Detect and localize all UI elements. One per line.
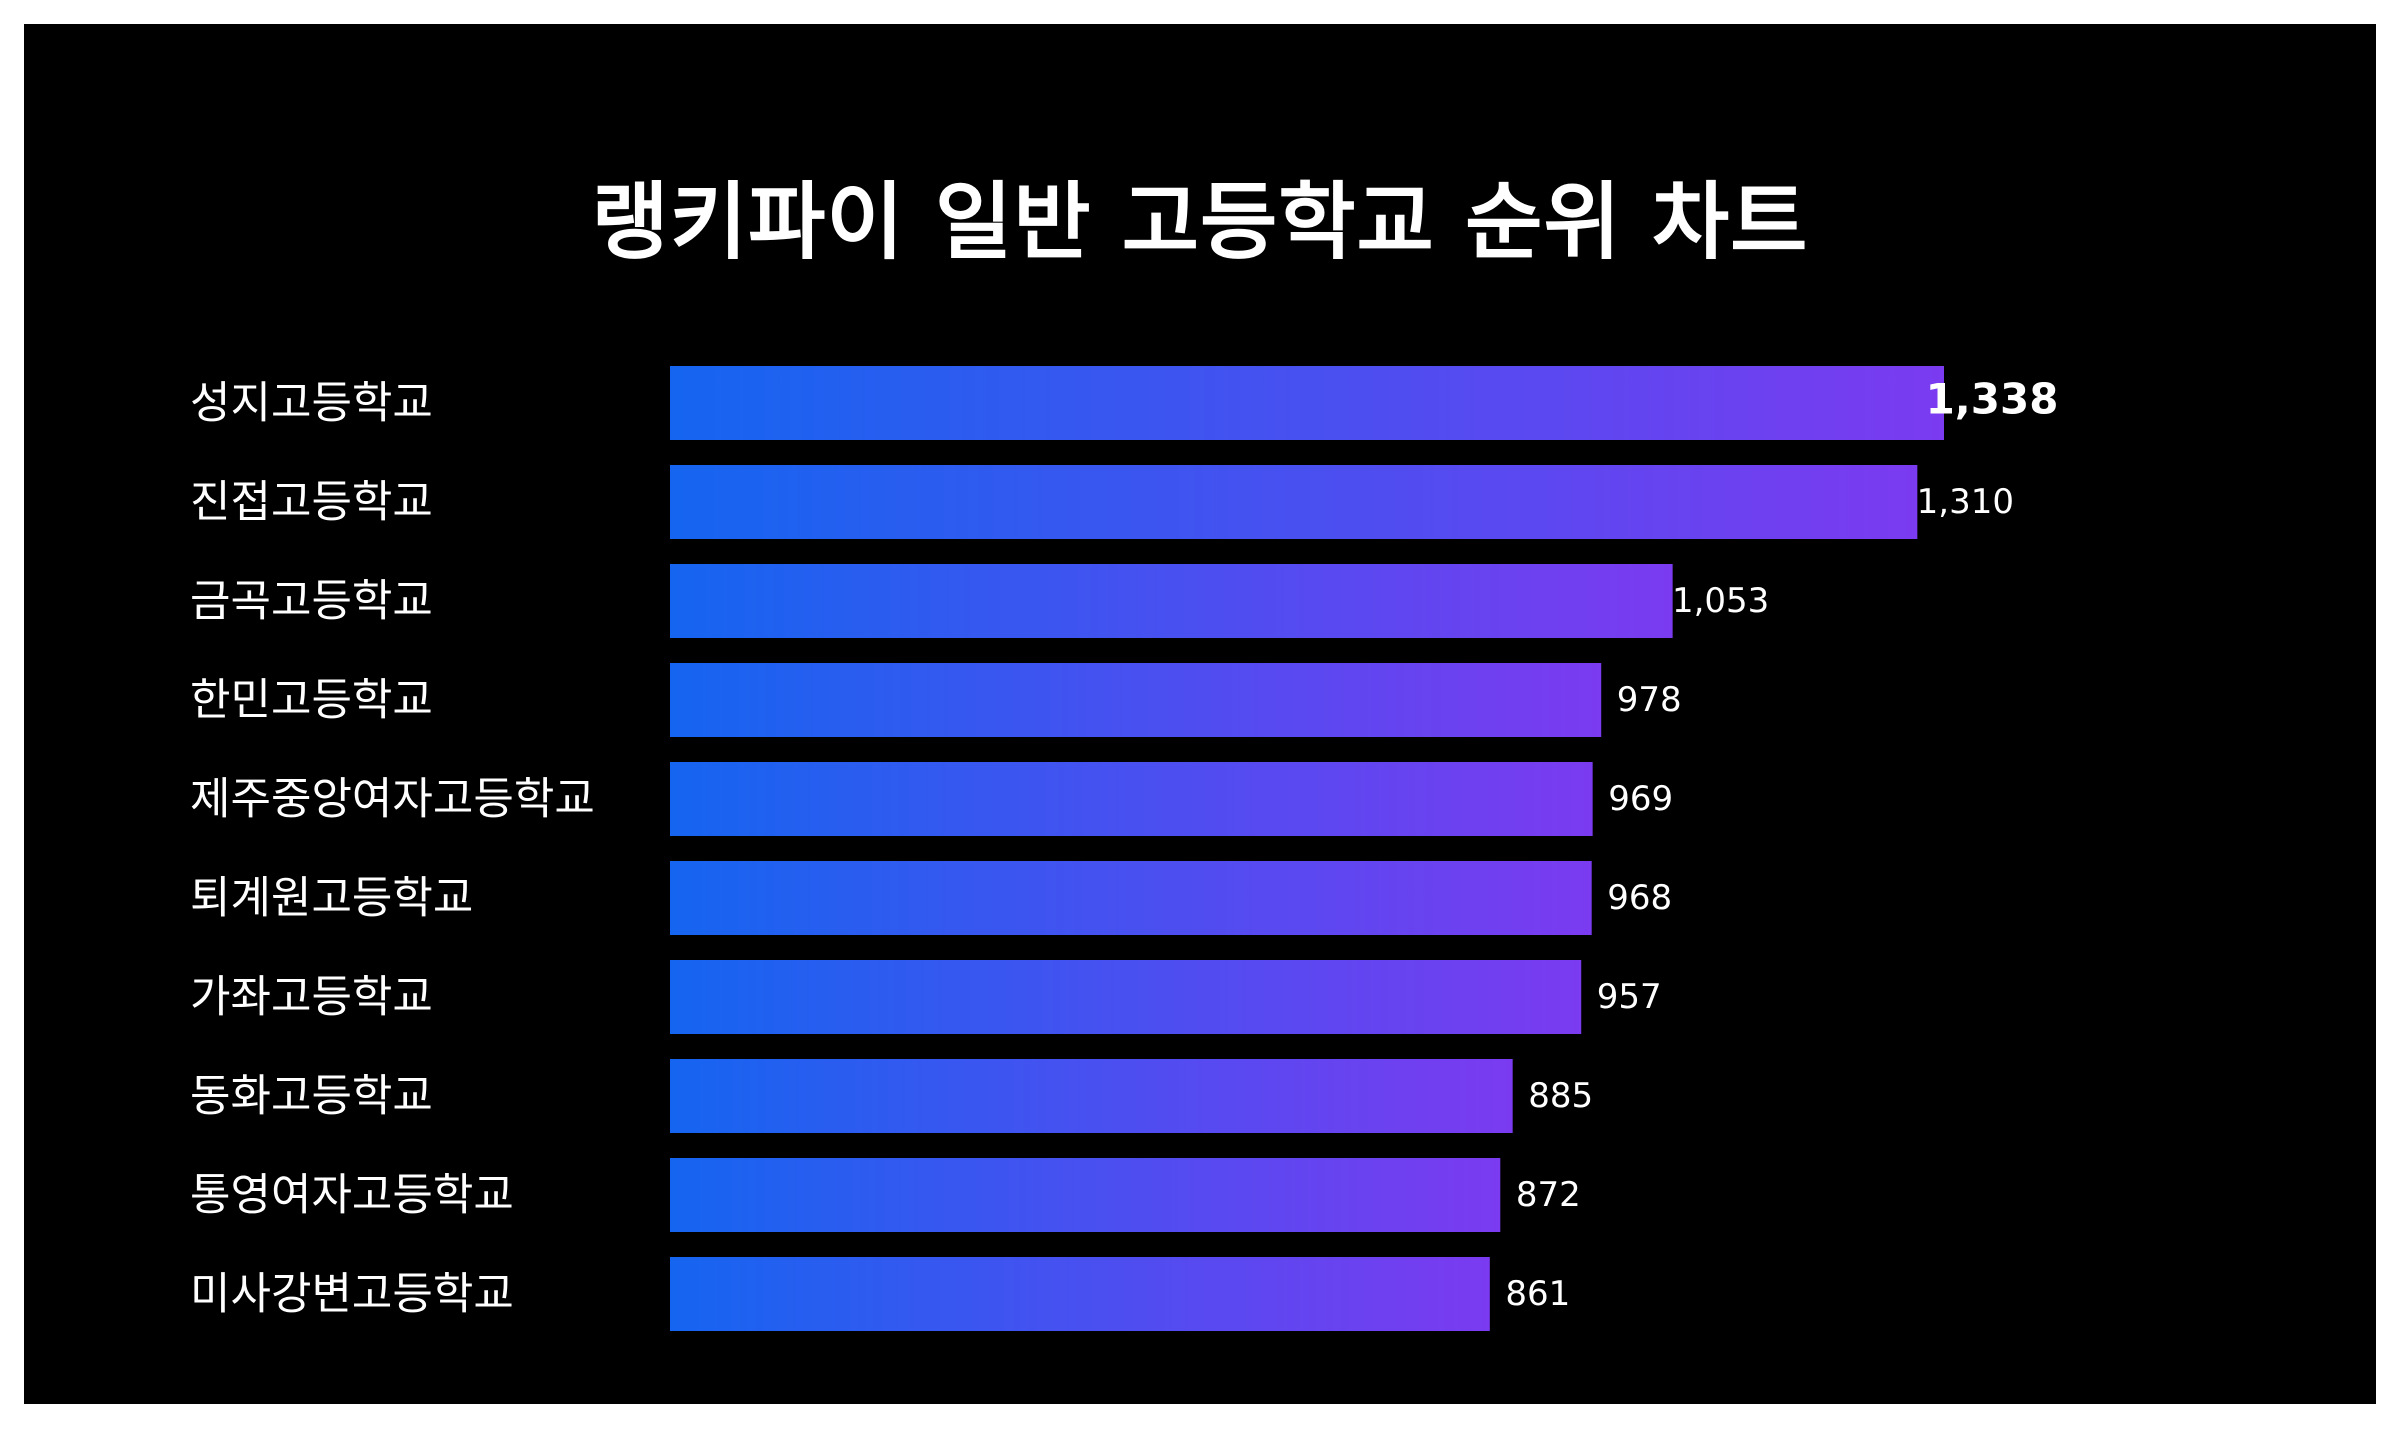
bar [670,762,1593,836]
bars-layer [670,366,1944,1331]
category-labels: 성지고등학교진접고등학교금곡고등학교한민고등학교제주중앙여자고등학교퇴계원고등학… [190,378,595,1320]
category-label: 한민고등학교 [190,675,433,726]
category-label: 퇴계원고등학교 [190,873,473,924]
bar [670,1158,1501,1232]
category-label: 가좌고등학교 [190,972,433,1023]
value-label: 978 [1617,680,1682,720]
bar-chart: 성지고등학교진접고등학교금곡고등학교한민고등학교제주중앙여자고등학교퇴계원고등학… [190,366,2058,1331]
value-label: 968 [1607,878,1672,918]
value-label: 872 [1516,1175,1581,1215]
bar [670,1257,1490,1331]
bar [670,960,1582,1034]
value-label: 969 [1608,779,1673,819]
value-label: 885 [1528,1076,1593,1116]
bar [670,861,1592,935]
bar [670,564,1673,638]
bar [670,366,1944,440]
category-label: 진접고등학교 [190,477,433,528]
value-label: 1,310 [1917,482,2014,522]
value-labels: 1,338 1,310 1,053 978 969 968 957 885 872 861 [1505,375,2058,1315]
category-label: 미사강변고등학교 [190,1269,514,1320]
value-label: 1,338 [1926,375,2059,424]
category-label: 금곡고등학교 [190,576,433,627]
value-label: 1,053 [1672,581,1769,621]
category-label: 동화고등학교 [190,1071,433,1122]
category-label: 통영여자고등학교 [190,1170,514,1221]
category-label: 성지고등학교 [190,378,433,429]
bar [670,663,1602,737]
category-label: 제주중앙여자고등학교 [190,774,595,825]
chart-title: 랭키파이 일반 고등학교 순위 차트 [591,173,1809,271]
bar [670,465,1918,539]
value-label: 861 [1505,1274,1570,1314]
bar [670,1059,1513,1133]
value-label: 957 [1597,977,1662,1017]
